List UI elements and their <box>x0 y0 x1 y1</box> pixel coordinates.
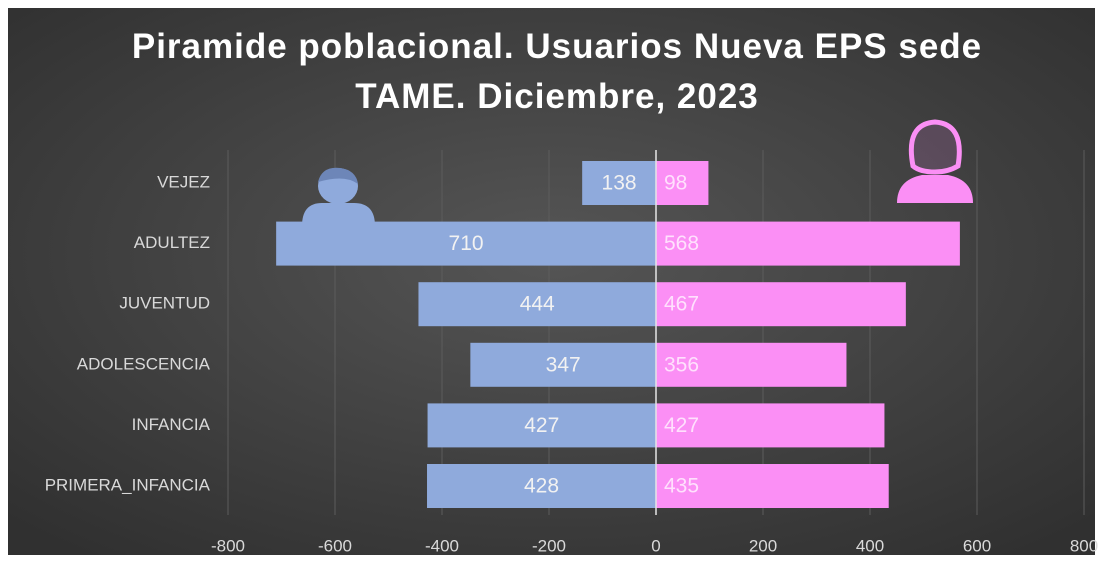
plot: -800 -600 -400 -200 0 200 400 600 800 VEJEZ ADULTE… <box>45 150 1098 555</box>
chart-background <box>8 8 1095 555</box>
bar <box>470 342 656 387</box>
data-label: 467 <box>664 293 699 316</box>
bar <box>656 403 885 448</box>
y-tick-label: ADULTEZ <box>134 233 210 252</box>
y-tick-label: JUVENTUD <box>119 294 210 313</box>
data-label: 444 <box>520 293 555 316</box>
y-tick-label: PRIMERA_INFANCIA <box>45 475 211 494</box>
chart-title: Piramide poblacional. Usuarios Nueva EPS… <box>131 27 983 116</box>
data-label: 356 <box>664 353 699 376</box>
data-label: 138 <box>602 172 637 195</box>
data-label: 427 <box>664 414 699 437</box>
y-tick-label: ADOLESCENCIA <box>77 354 211 373</box>
x-tick-label: 800 <box>1070 536 1098 555</box>
x-tick-label: 400 <box>856 536 884 555</box>
x-tick-label: -200 <box>532 536 566 555</box>
female-icon <box>897 119 973 203</box>
x-tick-label: 600 <box>963 536 991 555</box>
bar <box>656 282 906 327</box>
bar <box>656 464 889 508</box>
bar <box>427 464 656 508</box>
bar <box>582 161 656 205</box>
data-label: 710 <box>449 232 484 255</box>
bar <box>656 161 709 205</box>
x-tick-label: 0 <box>651 536 660 555</box>
y-tick-label: INFANCIA <box>132 415 211 434</box>
bar <box>427 403 656 448</box>
bar <box>656 221 960 266</box>
data-label: 347 <box>546 353 581 376</box>
x-tick-label: -800 <box>211 536 245 555</box>
bar <box>656 342 847 387</box>
data-label: 568 <box>664 232 699 255</box>
data-label: 428 <box>524 475 559 498</box>
data-label: 98 <box>664 172 687 195</box>
x-tick-label: 200 <box>749 536 777 555</box>
bar <box>418 282 656 327</box>
x-tick-label: -600 <box>318 536 352 555</box>
male-icon <box>302 167 375 226</box>
data-label: 427 <box>524 414 559 437</box>
y-tick-label: VEJEZ <box>157 172 210 191</box>
data-label: 435 <box>664 475 699 498</box>
x-tick-label: -400 <box>425 536 459 555</box>
bar <box>276 221 656 266</box>
